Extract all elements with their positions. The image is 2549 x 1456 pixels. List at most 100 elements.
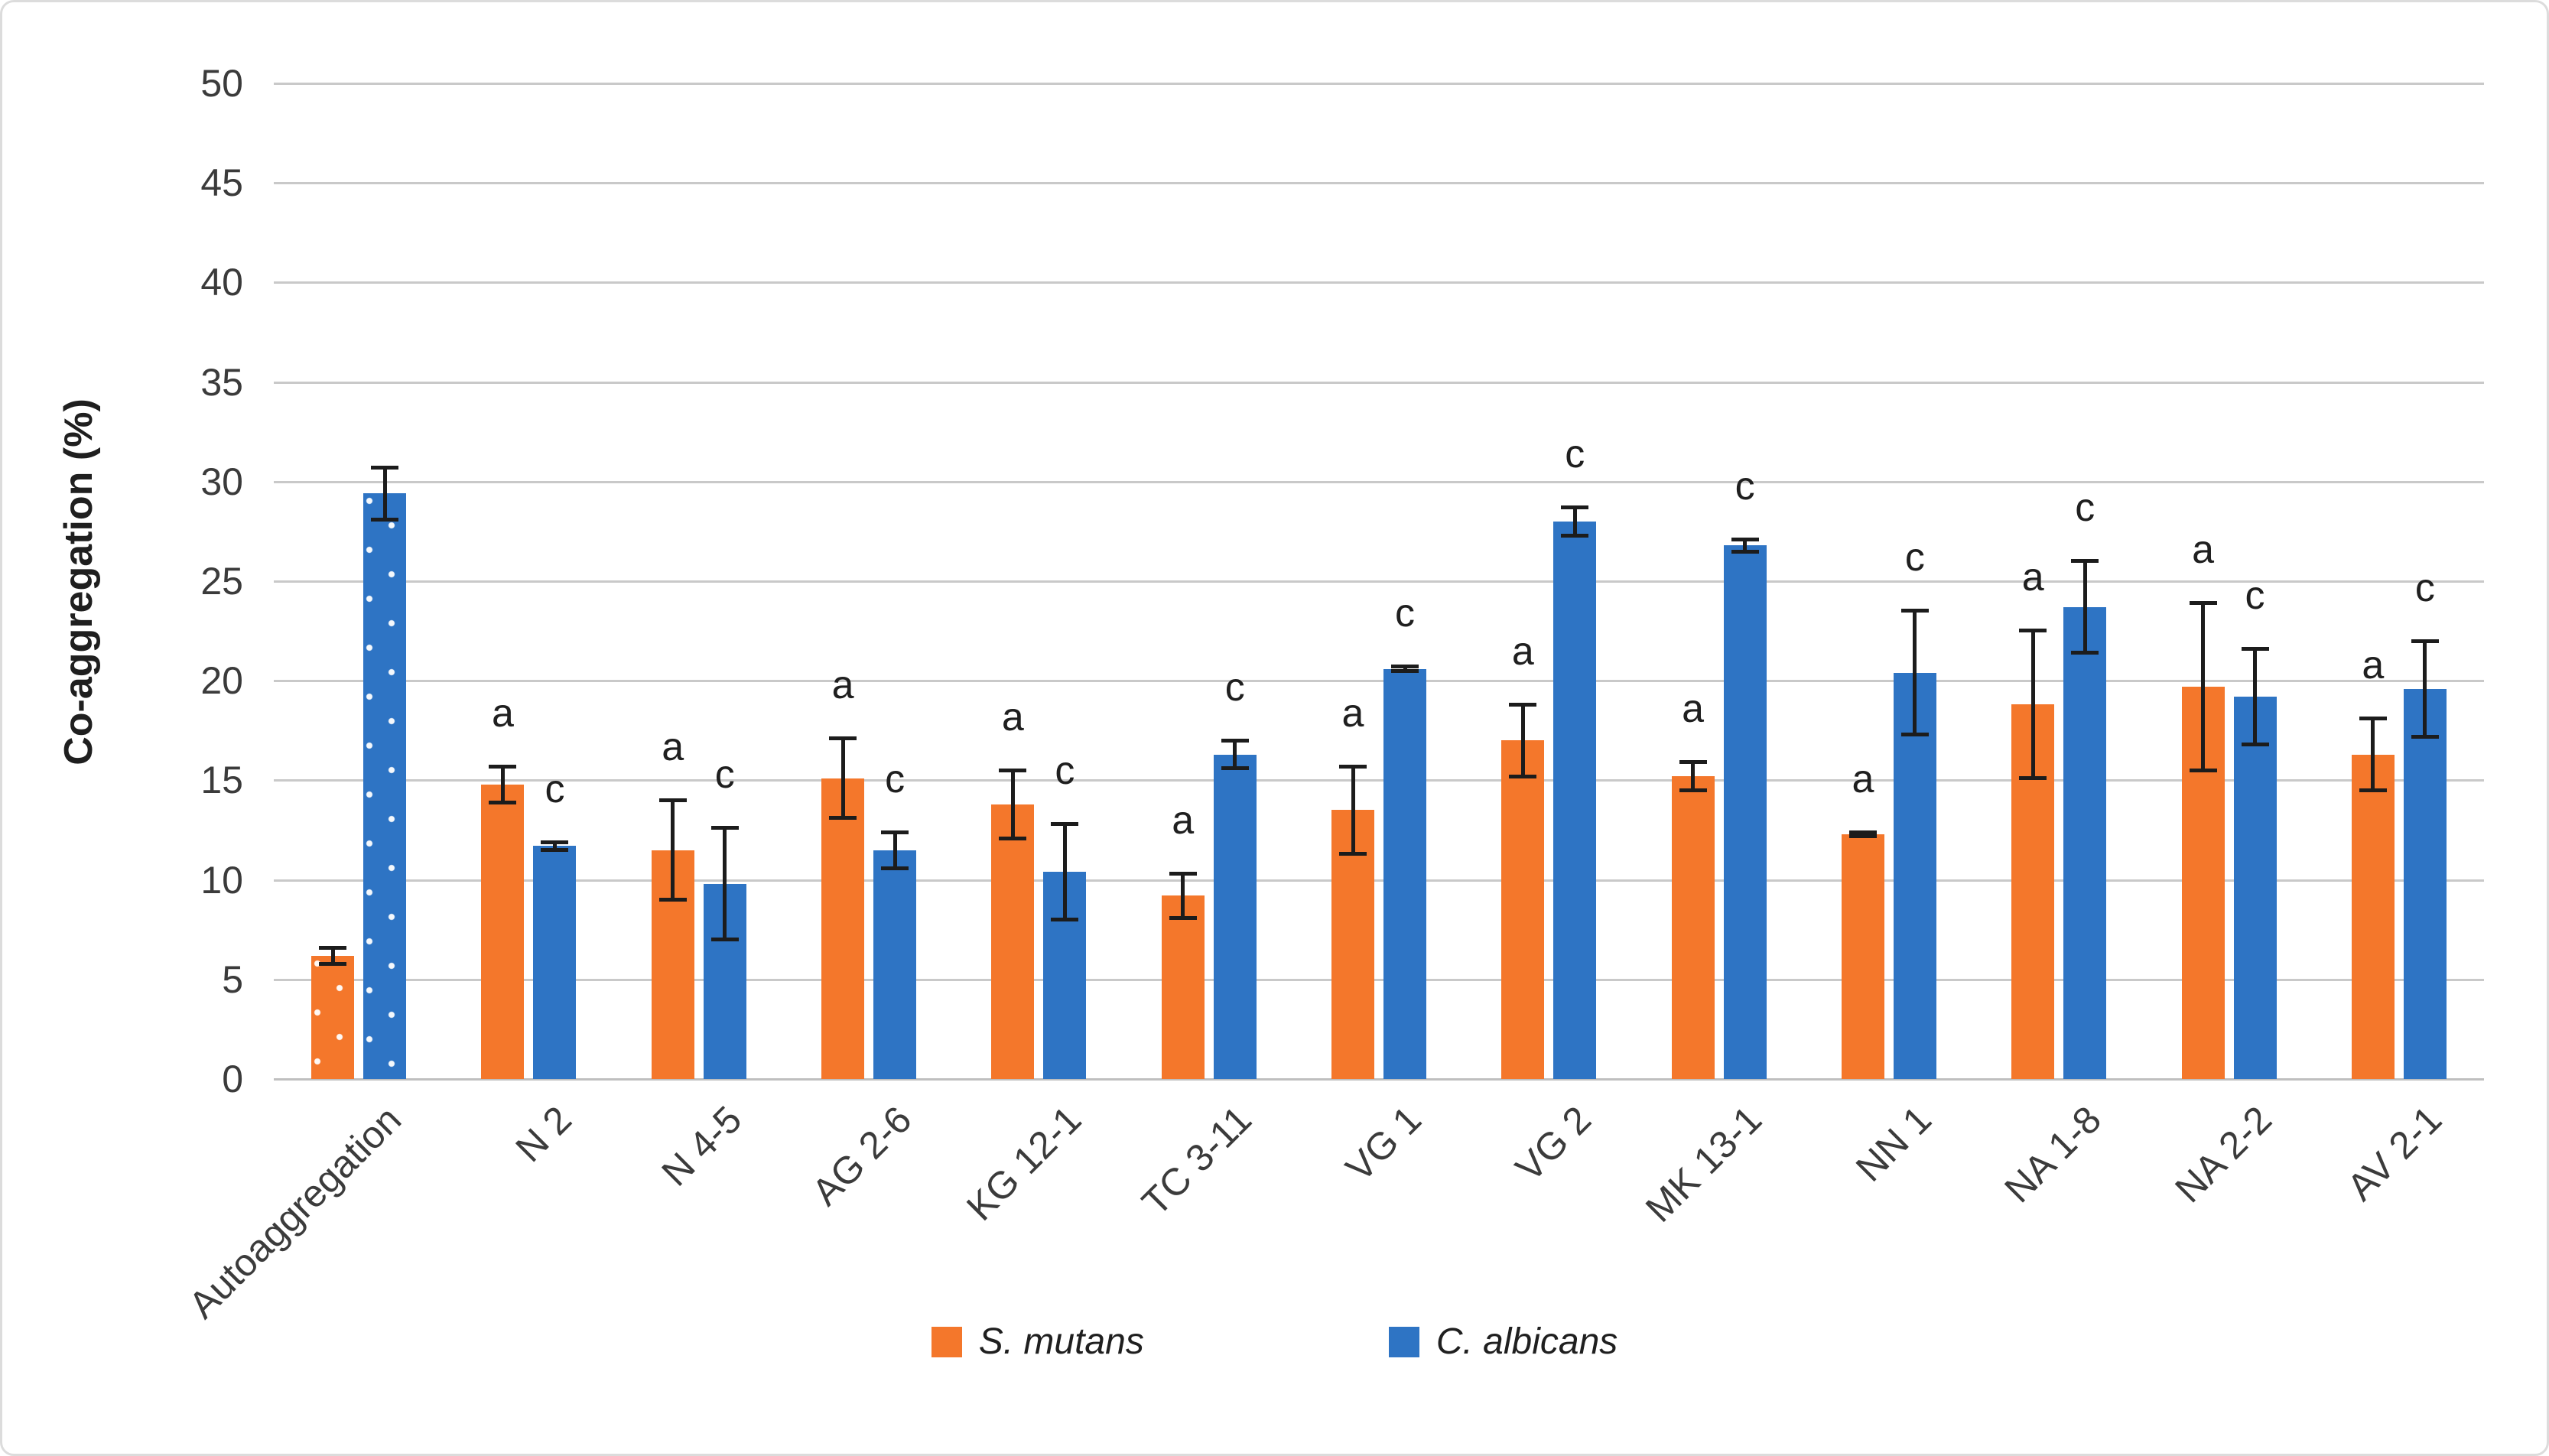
error-bar-cap-bottom: [1848, 834, 1877, 838]
x-category-label: KG 12-1: [958, 1097, 1090, 1229]
error-bar: [552, 840, 557, 853]
bar-s-mutans: [821, 778, 865, 1079]
error-bar-cap-top: [1900, 609, 1929, 613]
error-bar-cap-bottom: [1561, 533, 1589, 538]
significance-letter: c: [1224, 665, 1245, 710]
error-bar-cap-bottom: [1509, 774, 1537, 778]
error-bar: [2030, 629, 2035, 781]
error-bar-cap-bottom: [489, 800, 517, 804]
significance-letter: c: [2245, 573, 2265, 618]
error-bar-cap-bottom: [2189, 768, 2217, 772]
significance-letter: a: [1172, 798, 1195, 843]
error-bar-cap-top: [1731, 537, 1759, 541]
error-bar-cap-bottom: [1391, 668, 1419, 673]
gridline: [274, 281, 2484, 284]
significance-letter: c: [2075, 486, 2095, 531]
significance-letter: c: [1735, 463, 1755, 509]
legend-label-c-albicans: C. albicans: [1435, 1321, 1618, 1362]
y-tick-label: 40: [200, 261, 243, 304]
x-category-label: AV 2-1: [2338, 1097, 2450, 1209]
error-bar: [500, 764, 505, 804]
error-bar: [1520, 702, 1525, 778]
error-bar-cap-bottom: [541, 848, 569, 853]
legend-swatch-orange: [931, 1327, 962, 1357]
error-bar-cap-bottom: [319, 961, 347, 966]
error-bar-cap-bottom: [1339, 852, 1367, 856]
legend-label-s-mutans: S. mutans: [978, 1321, 1144, 1362]
error-bar-cap-bottom: [1679, 788, 1707, 793]
error-bar-cap-bottom: [1051, 918, 1079, 922]
error-bar-cap-top: [658, 798, 687, 802]
error-bar-cap-top: [371, 465, 399, 470]
y-tick-label: 50: [200, 62, 243, 105]
error-bar: [1572, 505, 1577, 538]
legend-item-c-albicans: C. albicans: [1388, 1321, 1618, 1362]
error-bar-cap-bottom: [1169, 915, 1197, 920]
bar-c-albicans: [2403, 688, 2447, 1079]
bar-c-albicans: [1893, 672, 1936, 1079]
y-tick-label: 10: [200, 858, 243, 902]
significance-letter: c: [1395, 591, 1415, 636]
error-bar-cap-top: [1391, 665, 1419, 669]
x-axis-line: [274, 1078, 2484, 1081]
y-tick-label: 20: [200, 659, 243, 703]
error-bar: [1233, 738, 1237, 771]
error-bar-cap-bottom: [658, 898, 687, 902]
error-bar: [2253, 646, 2258, 747]
x-category-label: N 4-5: [652, 1097, 749, 1194]
bar-s-mutans: [311, 955, 355, 1079]
error-bar-cap-top: [1561, 505, 1589, 510]
significance-letter: a: [1511, 629, 1534, 674]
x-category-label: TC 3-11: [1133, 1097, 1260, 1224]
gridline: [274, 480, 2484, 483]
significance-letter: c: [1904, 535, 1925, 580]
y-tick-label: 45: [200, 161, 243, 205]
error-bar-cap-top: [881, 830, 909, 834]
error-bar: [382, 465, 387, 522]
gridline: [274, 381, 2484, 384]
x-category-label: VG 1: [1338, 1097, 1430, 1190]
bar-c-albicans: [2063, 606, 2107, 1079]
significance-letter: c: [714, 752, 735, 798]
error-bar-cap-top: [541, 840, 569, 844]
x-category-label: NA 1-8: [1996, 1097, 2110, 1211]
error-bar-cap-top: [319, 945, 347, 950]
y-tick-label: 5: [222, 957, 243, 1001]
error-bar-cap-top: [829, 736, 857, 741]
error-bar: [671, 798, 675, 902]
bar-c-albicans: [2233, 697, 2277, 1079]
gridline: [274, 83, 2484, 85]
gridline: [274, 978, 2484, 981]
error-bar: [840, 736, 845, 821]
bar-s-mutans: [991, 804, 1035, 1079]
bar-c-albicans: [1553, 521, 1597, 1079]
significance-letter: a: [1852, 756, 1874, 801]
error-bar-cap-bottom: [710, 938, 739, 942]
error-bar-cap-top: [2071, 559, 2099, 564]
significance-letter: a: [1001, 694, 1024, 739]
x-category-label: Autoaggregation: [180, 1097, 410, 1327]
y-tick-label: 30: [200, 460, 243, 503]
bar-s-mutans: [1161, 895, 1205, 1079]
error-bar: [723, 826, 727, 942]
bar-c-albicans: [1213, 754, 1257, 1079]
significance-letter: a: [1341, 691, 1364, 736]
significance-letter: c: [1565, 432, 1585, 477]
error-bar: [2371, 717, 2375, 792]
error-bar-cap-top: [489, 764, 517, 769]
significance-letter: a: [1682, 687, 1705, 732]
y-tick-label: 25: [200, 560, 243, 603]
x-category-label: VG 2: [1507, 1097, 1600, 1190]
error-bar-cap-top: [2359, 717, 2387, 721]
x-category-label: AG 2-6: [803, 1097, 920, 1214]
error-bar: [892, 830, 897, 870]
error-bar-cap-top: [2189, 601, 2217, 606]
y-tick-label: 15: [200, 759, 243, 802]
error-bar-cap-bottom: [2359, 788, 2387, 793]
error-bar-cap-top: [1339, 764, 1367, 769]
bar-s-mutans: [1841, 834, 1884, 1079]
x-category-label: N 2: [507, 1097, 580, 1171]
significance-letter: c: [885, 756, 905, 801]
significance-letter: a: [2192, 528, 2214, 573]
